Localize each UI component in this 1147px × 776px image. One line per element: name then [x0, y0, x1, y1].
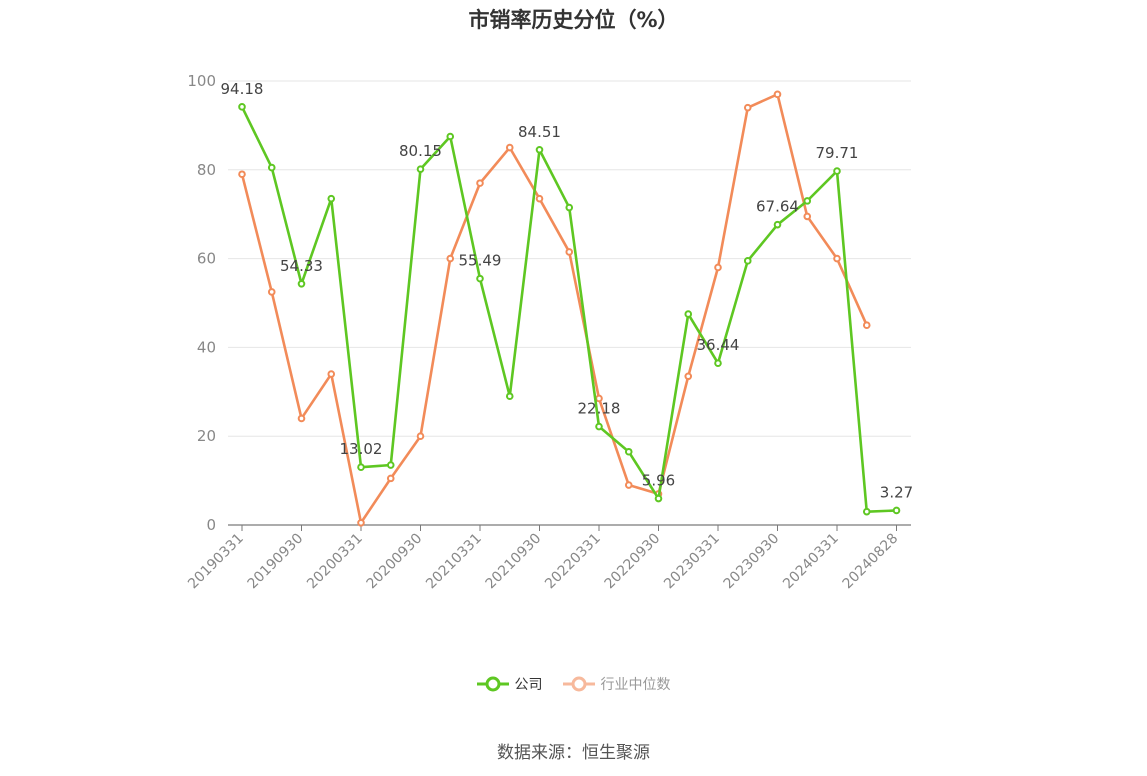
company-point [892, 506, 901, 515]
x-tick-label: 20200331 [304, 531, 366, 593]
industry-point [803, 212, 812, 221]
industry-point [267, 288, 276, 296]
company-point [654, 494, 663, 503]
company-point [357, 463, 365, 471]
legend-company-icon [476, 676, 509, 692]
data-source: 数据来源：恒生聚源 [497, 743, 650, 763]
industry-point [297, 414, 306, 423]
x-tick-label: 20240828 [840, 531, 902, 593]
industry-point [833, 254, 841, 263]
company-point [743, 257, 752, 265]
company-point [684, 310, 693, 318]
axis-layer: 0 20 40 60 80 100 2019033120190930202003312020… [185, 72, 911, 592]
x-tick-label: 20240331 [780, 531, 842, 593]
company-point [416, 165, 425, 173]
legend-label-company: 公司 [514, 677, 543, 693]
company-point [505, 392, 514, 401]
company-point [803, 197, 812, 205]
company-point [624, 447, 633, 456]
company-point [446, 132, 455, 141]
company-point [833, 167, 841, 175]
company-point [267, 163, 276, 172]
company-point [565, 203, 574, 212]
y-tick-label: 20 [197, 427, 216, 445]
industry-point [238, 170, 246, 179]
data-label: 94.18 [221, 80, 264, 98]
industry-point [862, 321, 871, 330]
data-label: 79.71 [816, 144, 859, 162]
legend-item-industry[interactable]: 行业中位数 [562, 674, 671, 694]
y-tick-label: 40 [197, 338, 216, 356]
company-point [595, 422, 603, 431]
data-label: 55.49 [459, 252, 502, 270]
x-tick-label: 20230930 [721, 531, 783, 593]
legend-label-industry: 行业中位数 [600, 677, 671, 693]
industry-point [327, 370, 336, 378]
x-tick-label: 20220331 [542, 531, 604, 593]
company-point [714, 359, 722, 368]
company-point [476, 274, 484, 283]
industry-point [505, 143, 514, 152]
industry-point [446, 254, 455, 263]
y-tick-label: 0 [206, 516, 216, 534]
label-layer: 94.18 54.33 13.02 80.15 55.49 84.51 22.18 5.96 3… [221, 80, 914, 502]
industry-point [565, 248, 574, 256]
x-tick-label: 20200930 [364, 531, 426, 593]
data-label: 5.96 [642, 472, 675, 490]
company-point [862, 507, 871, 516]
legend: 公司 行业中位数 [0, 674, 1147, 694]
series-layer [238, 90, 901, 527]
x-tick-label: 20190331 [185, 531, 247, 593]
company-point [327, 194, 336, 203]
x-tick-label: 20210331 [423, 531, 485, 593]
data-label: 67.64 [756, 198, 799, 216]
y-tick-label: 80 [197, 161, 216, 179]
y-tick-label: 100 [187, 72, 216, 90]
company-point [535, 145, 544, 154]
data-label: 3.27 [880, 483, 913, 501]
x-tick-label: 20190930 [245, 531, 307, 593]
x-tick-label: 20220930 [602, 531, 664, 593]
industry-point [357, 518, 365, 527]
y-tick-label: 60 [197, 250, 216, 268]
company-point [386, 461, 395, 469]
x-tick-label: 20230331 [661, 531, 723, 593]
industry-point [386, 474, 395, 483]
data-label: 13.02 [340, 440, 383, 458]
series-line-industry [240, 93, 868, 525]
industry-point [714, 263, 722, 272]
industry-point [535, 194, 544, 203]
legend-industry-icon [562, 676, 595, 692]
chart-title: 市销率历史分位（%） [468, 8, 679, 32]
industry-point [743, 103, 752, 112]
industry-point [416, 432, 425, 441]
company-point [773, 220, 782, 229]
company-point [297, 279, 306, 288]
legend-item-company[interactable]: 公司 [476, 674, 543, 694]
industry-point [624, 481, 633, 489]
x-tick-label: 20210930 [483, 531, 545, 593]
data-label: 80.15 [399, 142, 442, 160]
data-label: 54.33 [280, 257, 323, 275]
industry-point [684, 372, 693, 381]
data-label: 36.44 [697, 336, 740, 354]
data-label: 84.51 [518, 123, 561, 141]
industry-point [476, 179, 484, 187]
company-point [238, 103, 246, 111]
data-label: 22.18 [578, 400, 621, 418]
industry-point [773, 90, 782, 99]
